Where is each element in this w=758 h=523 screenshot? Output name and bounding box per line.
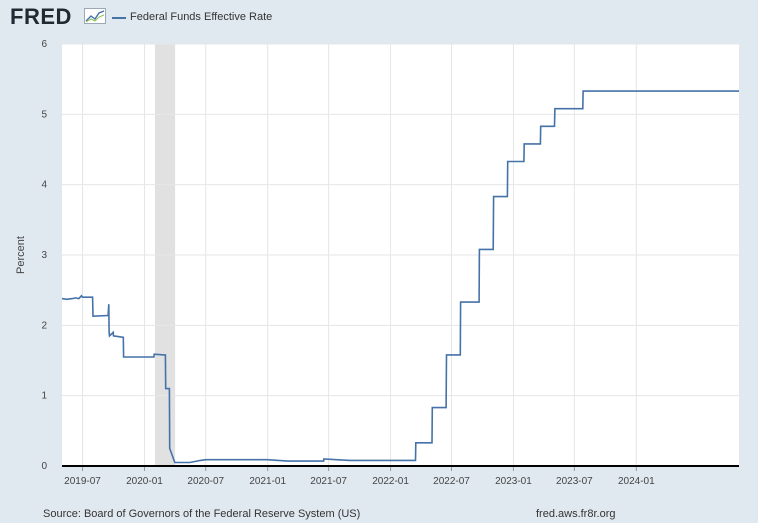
- legend-swatch: [112, 17, 126, 19]
- y-tick-label: 4: [41, 180, 47, 191]
- fred-logo: FRED: [10, 4, 72, 29]
- x-tick-label: 2023-01: [495, 476, 532, 487]
- x-tick-label: 2022-07: [433, 476, 470, 487]
- site-link[interactable]: fred.aws.fr8r.org: [536, 508, 616, 520]
- y-tick-label: 5: [41, 109, 47, 120]
- x-tick-label: 2020-07: [187, 476, 224, 487]
- legend-label: Federal Funds Effective Rate: [130, 11, 273, 23]
- x-tick-label: 2020-01: [126, 476, 163, 487]
- x-axis-ticks: 2019-07 2020-01 2020-07 2021-01 2021-07 2022-…: [64, 466, 655, 487]
- source-note: Source: Board of Governors of the Federa…: [43, 508, 361, 520]
- x-tick-label: 2024-01: [618, 476, 655, 487]
- series-line-federal-funds-rate: [61, 90, 739, 464]
- y-tick-label: 6: [41, 39, 47, 50]
- y-axis-ticks: 0 1 2 3 4 5 6: [41, 39, 47, 472]
- y-tick-label: 1: [41, 391, 47, 402]
- x-tick-label: 2022-01: [372, 476, 409, 487]
- x-tick-label: 2019-07: [64, 476, 101, 487]
- grid-lines: [62, 43, 739, 466]
- x-tick-label: 2021-01: [249, 476, 286, 487]
- line-chart-icon: [84, 8, 106, 24]
- x-tick-label: 2023-07: [556, 476, 593, 487]
- y-tick-label: 3: [41, 250, 47, 261]
- y-tick-label: 0: [41, 461, 47, 472]
- y-tick-label: 2: [41, 320, 47, 331]
- y-axis-label: Percent: [15, 236, 27, 274]
- x-tick-label: 2021-07: [310, 476, 347, 487]
